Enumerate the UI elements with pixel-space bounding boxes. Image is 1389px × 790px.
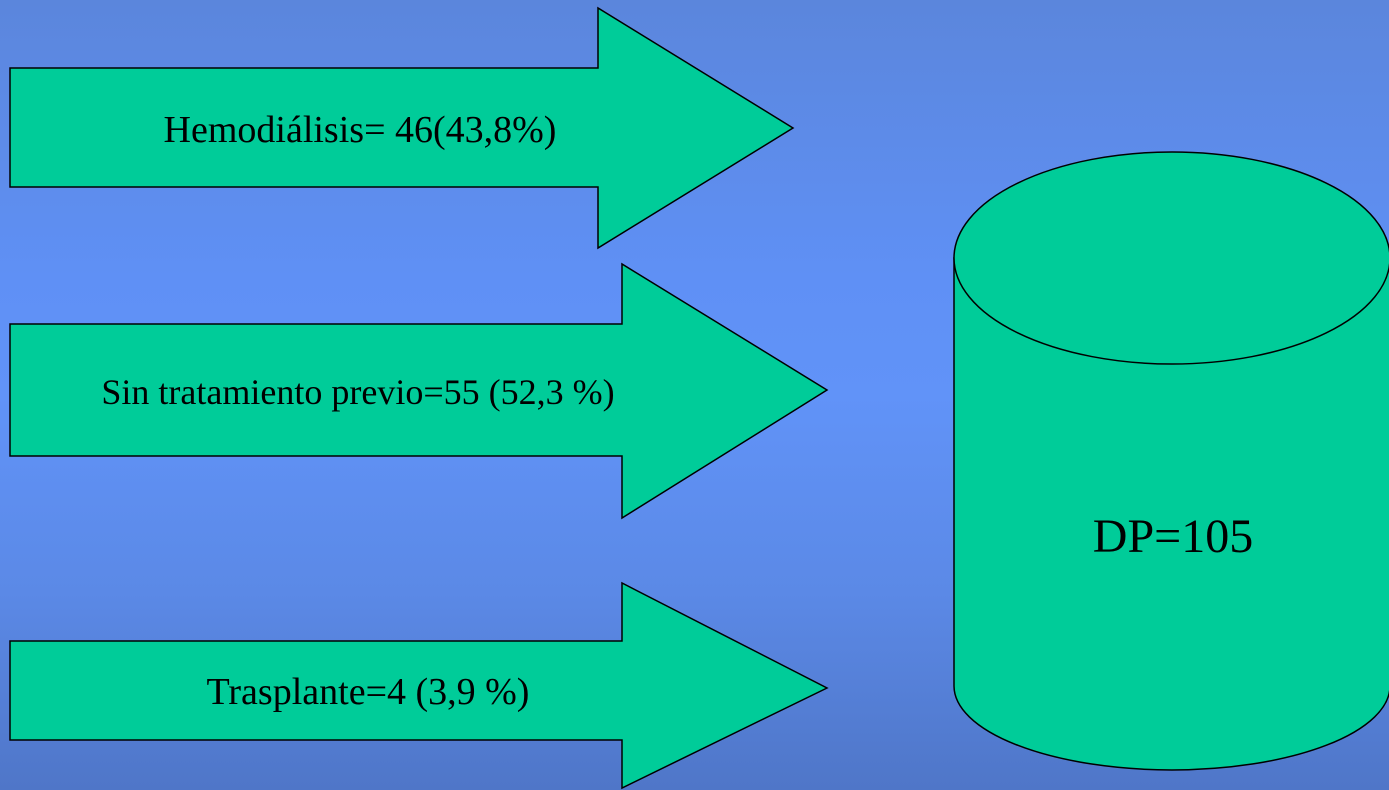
arrow-hemodialisis: Hemodiálisis= 46(43,8%)	[9, 6, 795, 250]
arrow-sin-tratamiento: Sin tratamiento previo=55 (52,3 %)	[9, 262, 829, 520]
arrow-trasplante: Trasplante=4 (3,9 %)	[9, 581, 829, 790]
cylinder-dp-label: DP=105	[1093, 510, 1253, 563]
arrow-hemodialisis-label: Hemodiálisis= 46(43,8%)	[164, 109, 557, 151]
arrow-trasplante-shape	[9, 581, 829, 790]
arrow-sin-tratamiento-shape	[9, 262, 829, 520]
cylinder-dp-top	[953, 151, 1389, 365]
arrow-trasplante-label: Trasplante=4 (3,9 %)	[207, 671, 530, 713]
cylinder-dp-body	[953, 257, 1389, 771]
arrow-sin-tratamiento-label: Sin tratamiento previo=55 (52,3 %)	[101, 372, 614, 412]
arrow-hemodialisis-shape	[9, 6, 795, 250]
cylinder-dp: DP=105	[953, 151, 1389, 771]
